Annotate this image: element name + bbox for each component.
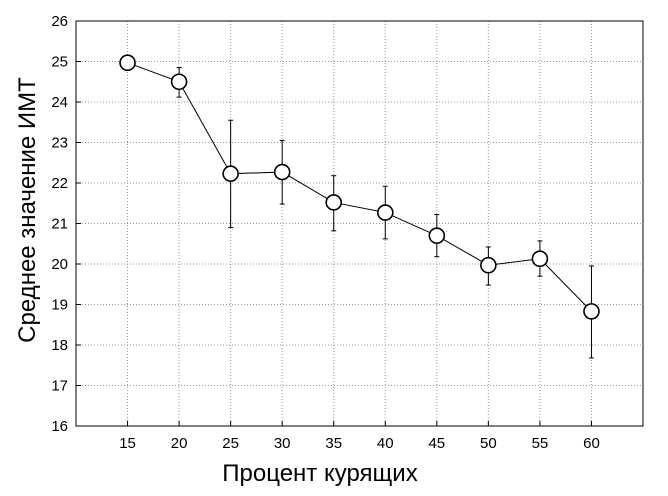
data-point xyxy=(531,250,549,268)
plot-frame xyxy=(75,20,644,427)
y-tick-label: 22 xyxy=(51,175,68,192)
y-tick-label: 16 xyxy=(51,418,68,435)
x-tick-label: 45 xyxy=(428,435,445,452)
series-line-layer xyxy=(127,62,592,312)
data-point xyxy=(583,303,600,320)
data-point xyxy=(376,204,394,221)
x-axis-title: Процент курящих xyxy=(222,460,417,487)
y-tick-label: 20 xyxy=(51,256,68,273)
x-tick-label: 15 xyxy=(119,435,136,452)
y-tick-label: 18 xyxy=(51,337,68,354)
y-tick-label: 21 xyxy=(51,216,68,233)
data-point xyxy=(170,73,188,91)
y-axis-title: Среднее значение ИМТ xyxy=(14,77,41,343)
y-tick-label: 23 xyxy=(51,135,68,152)
x-tick-label: 20 xyxy=(171,435,188,452)
y-axis-ticks: 16 17 18 19 20 21 22 23 24 25 26 xyxy=(51,13,81,435)
x-tick-label: 60 xyxy=(583,435,600,452)
y-tick-label: 25 xyxy=(51,54,68,71)
series-line xyxy=(127,62,592,312)
x-tick-label: 30 xyxy=(274,435,291,452)
data-point xyxy=(222,165,239,182)
x-tick-label: 50 xyxy=(480,435,497,452)
data-point xyxy=(273,163,291,181)
x-tick-label: 40 xyxy=(377,435,394,452)
x-tick-label: 35 xyxy=(325,435,342,452)
x-tick-label: 55 xyxy=(532,435,549,452)
data-point xyxy=(480,256,497,274)
x-tick-label: 25 xyxy=(222,435,239,452)
data-points xyxy=(119,54,600,320)
data-point xyxy=(325,194,343,211)
data-point xyxy=(119,54,136,72)
y-tick-label: 24 xyxy=(51,94,68,111)
y-tick-label: 19 xyxy=(51,297,68,314)
y-tick-label: 17 xyxy=(51,378,68,395)
data-point xyxy=(428,227,446,244)
y-tick-label: 26 xyxy=(51,13,68,30)
grid xyxy=(76,21,643,426)
x-axis-ticks: 15 20 25 30 35 40 45 50 55 60 xyxy=(119,421,600,452)
